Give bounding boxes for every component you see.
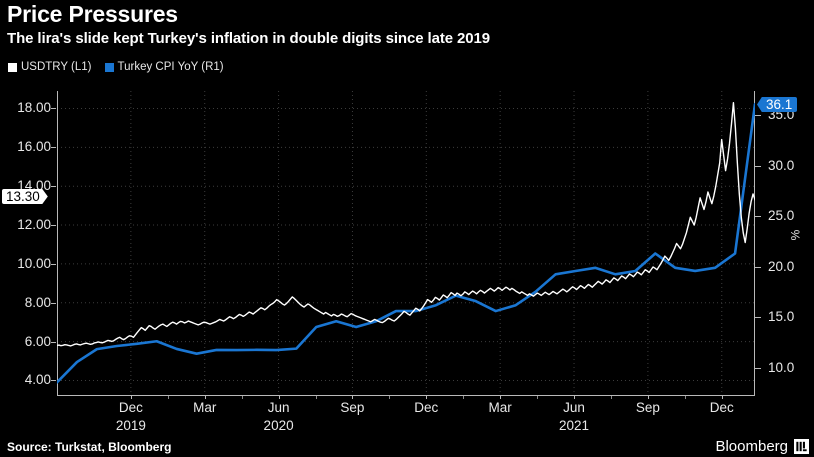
plot-area xyxy=(57,91,755,396)
x-tick-mark-minor xyxy=(241,396,243,399)
y-tick-mark-right xyxy=(755,317,761,319)
series-line-cpi xyxy=(57,102,755,384)
x-tick-label-month: Jun xyxy=(563,400,585,415)
x-tick-mark-minor xyxy=(389,396,391,399)
y-tick-label-right: 30.0 xyxy=(768,157,795,173)
y-tick-label-left: 18.00 xyxy=(17,100,51,116)
legend-item-cpi[interactable]: Turkey CPI YoY (R1) xyxy=(104,61,224,73)
x-tick-label-month: Jun xyxy=(267,400,290,415)
y-tick-mark-right xyxy=(755,115,761,117)
x-tick-mark-minor xyxy=(610,396,612,399)
y-tick-mark-left xyxy=(51,108,56,110)
chart-legend: USDTRY (L1) Turkey CPI YoY (R1) xyxy=(8,61,224,73)
x-tick-mark xyxy=(721,395,723,399)
x-tick-label-month: Dec xyxy=(709,400,734,415)
legend-item-usdtry[interactable]: USDTRY (L1) xyxy=(8,61,92,73)
y-tick-mark-left xyxy=(51,225,56,227)
x-tick-label-month: Mar xyxy=(488,400,512,415)
x-tick-mark xyxy=(352,395,354,399)
y-axis-right: 10.0 15.0 20.0 25.0 30.0 35.0 xyxy=(755,0,814,457)
x-tick-mark xyxy=(647,395,649,399)
y-tick-label-left: 10.00 xyxy=(17,255,51,271)
y-tick-label-right: 25.0 xyxy=(768,208,795,224)
x-tick-mark xyxy=(574,395,576,399)
x-tick-label-month: Sep xyxy=(635,400,660,415)
x-tick-mark-minor xyxy=(167,396,169,399)
y-tick-mark-left xyxy=(51,380,56,382)
bloomberg-brand: Bloomberg xyxy=(715,438,788,455)
y-tick-mark-left xyxy=(51,186,56,188)
legend-swatch-icon-usdtry xyxy=(8,62,17,72)
y-axis-right-unit: % xyxy=(788,229,803,241)
legend-label-usdtry: USDTRY (L1) xyxy=(21,61,92,73)
y-tick-mark-left xyxy=(51,263,56,265)
x-tick-mark-minor xyxy=(463,396,465,399)
x-tick-mark-minor xyxy=(315,396,317,399)
y-tick-mark-left xyxy=(51,302,56,304)
source-attribution: Source: Turkstat, Bloomberg xyxy=(7,440,172,454)
y-tick-label-left: 6.00 xyxy=(24,333,51,349)
x-tick-mark xyxy=(426,395,428,399)
y-tick-mark-right xyxy=(755,216,761,218)
x-tick-label-year: 2019 xyxy=(115,418,146,433)
legend-swatch-icon-cpi xyxy=(104,62,114,72)
x-tick-label-month: Dec xyxy=(118,400,143,415)
x-tick-label-month: Mar xyxy=(193,400,217,415)
x-axis: Dec 2019 Mar Jun 2020 Sep Dec Mar Jun 2021 Sep Dec xyxy=(0,395,814,438)
y-tick-label-right: 10.0 xyxy=(768,359,795,375)
value-callout-left: 13.30 xyxy=(2,189,48,204)
y-tick-label-left: 8.00 xyxy=(24,294,51,310)
y-tick-label-right: 15.0 xyxy=(768,309,795,325)
y-tick-mark-left xyxy=(51,147,56,149)
y-axis-left: 4.00 6.00 8.00 10.00 12.00 14.00 16.00 18.00 xyxy=(0,0,56,457)
x-tick-label-month: Sep xyxy=(340,400,365,415)
bloomberg-logo-icon xyxy=(794,439,809,454)
value-callout-right: 36.1 xyxy=(757,97,798,112)
y-tick-mark-right xyxy=(755,367,761,369)
y-tick-label-left: 12.00 xyxy=(17,217,51,233)
y-tick-label-left: 16.00 xyxy=(17,139,51,155)
x-tick-mark xyxy=(500,395,502,399)
y-tick-mark-left xyxy=(51,341,56,343)
y-tick-label-left: 4.00 xyxy=(24,372,51,388)
chart-svg xyxy=(57,91,755,396)
y-tick-label-right: 20.0 xyxy=(768,258,795,274)
y-tick-mark-right xyxy=(755,165,761,167)
x-tick-mark-minor xyxy=(537,396,539,399)
y-tick-mark-right xyxy=(755,266,761,268)
page-subtitle: The lira's slide kept Turkey's inflation… xyxy=(7,30,491,47)
x-tick-mark xyxy=(130,395,132,399)
legend-label-cpi: Turkey CPI YoY (R1) xyxy=(117,61,224,73)
x-tick-label-year: 2020 xyxy=(263,418,294,433)
x-tick-mark xyxy=(278,395,280,399)
series-line-usdtry xyxy=(57,101,755,347)
x-tick-mark xyxy=(204,395,206,399)
x-tick-label-year: 2021 xyxy=(559,418,590,433)
x-tick-label-month: Dec xyxy=(414,400,439,415)
page-title: Price Pressures xyxy=(7,1,178,27)
x-tick-mark-minor xyxy=(684,396,686,399)
